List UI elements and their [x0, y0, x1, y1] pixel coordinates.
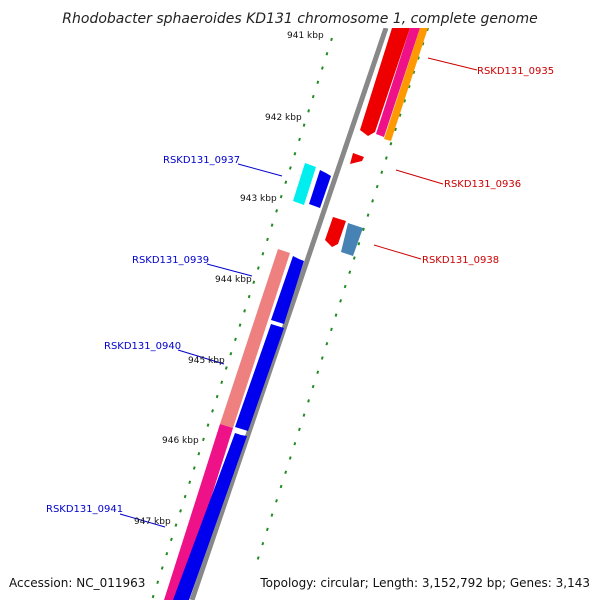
callout-0939	[206, 263, 253, 277]
accession-text: Accession: NC_011963	[9, 576, 145, 590]
gene-label-rskd131-0938[interactable]: RSKD131_0938	[422, 255, 499, 266]
callout-0941	[119, 513, 166, 528]
tick-label: 947 kbp	[134, 517, 171, 527]
gene-rskd131-0937-blue[interactable]	[309, 170, 331, 208]
gene-rskd131-0935-pink[interactable]	[376, 28, 420, 137]
gene-rskd131-0936-red[interactable]	[350, 153, 364, 164]
gene-rskd131-0938-steel[interactable]	[341, 223, 363, 256]
tick-label: 944 kbp	[215, 275, 252, 285]
gene-label-rskd131-0939[interactable]: RSKD131_0939	[132, 255, 209, 266]
gene-rskd131-0938-red[interactable]	[325, 217, 346, 247]
gene-rskd131-0940-pink[interactable]	[164, 424, 233, 600]
callout-0935	[427, 57, 478, 71]
gene-label-rskd131-0935[interactable]: RSKD131_0935	[477, 66, 554, 77]
tick-label: 942 kbp	[265, 113, 302, 123]
tick-label: 945 kbp	[188, 356, 225, 366]
gene-rskd131-0939-salmon[interactable]	[220, 249, 290, 428]
tick-label: 943 kbp	[240, 194, 277, 204]
gene-label-rskd131-0936[interactable]: RSKD131_0936	[444, 179, 521, 190]
gene-rskd131-0937-cyan[interactable]	[293, 163, 316, 205]
callout-0938	[373, 244, 422, 260]
gene-rskd131-0941-blue[interactable]	[173, 433, 247, 600]
gene-rskd131-0935-orange[interactable]	[384, 28, 428, 141]
gene-label-rskd131-0941[interactable]: RSKD131_0941	[46, 504, 123, 515]
map-title: Rhodobacter sphaeroides KD131 chromosome…	[62, 11, 537, 27]
topology-text: Topology: circular; Length: 3,152,792 bp…	[259, 576, 590, 590]
tick-label: 946 kbp	[162, 436, 199, 446]
gene-label-rskd131-0940[interactable]: RSKD131_0940	[104, 341, 181, 352]
callout-0936	[395, 169, 444, 185]
gene-label-rskd131-0937[interactable]: RSKD131_0937	[163, 155, 240, 166]
gene-rskd131-0939-blue[interactable]	[271, 256, 304, 324]
genome-backbone	[189, 28, 389, 600]
outer-tick-track	[151, 37, 333, 600]
gene-rskd131-0935-red[interactable]	[360, 28, 410, 136]
gene-rskd131-0940-blue[interactable]	[235, 324, 284, 431]
callout-0937	[237, 163, 283, 177]
tick-label: 941 kbp	[287, 31, 324, 41]
callout-0940	[177, 349, 225, 365]
